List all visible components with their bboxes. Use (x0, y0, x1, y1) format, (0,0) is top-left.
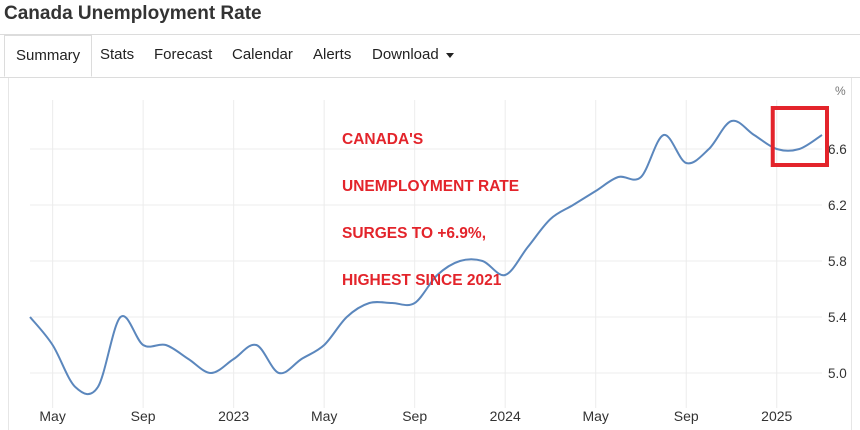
tab-alerts[interactable]: Alerts (313, 46, 352, 63)
highlight-box (770, 106, 829, 167)
x-tick-label: May (582, 408, 608, 424)
data-point (346, 316, 348, 318)
data-point (323, 344, 325, 346)
tab-forecast[interactable]: Forecast (154, 46, 213, 63)
annotation-line-4: HIGHEST SINCE 2021 (342, 271, 502, 289)
chart-frame (8, 78, 852, 430)
data-point (142, 344, 144, 346)
tab-download-label: Download (372, 46, 439, 63)
x-tick-label: Sep (674, 408, 699, 424)
x-tick-label: May (39, 408, 65, 424)
y-tick-label: 6.2 (828, 198, 847, 213)
tab-download[interactable]: Download (372, 35, 454, 77)
data-point (300, 358, 302, 360)
x-tick-label: 2025 (761, 408, 792, 424)
data-point (165, 344, 167, 346)
tab-summary[interactable]: Summary (4, 35, 93, 77)
annotation-line-3: SURGES TO +6.9%, (342, 224, 487, 242)
tab-bar: Summary Stats Forecast Calendar Alerts D… (0, 35, 860, 78)
x-tick-label: Sep (131, 408, 156, 424)
x-tick-label: May (311, 408, 337, 424)
annotation-line-1: CANADA'S (342, 130, 424, 148)
y-tick-label: 5.0 (828, 366, 847, 381)
tab-stats[interactable]: Stats (100, 46, 135, 63)
data-point (278, 372, 280, 374)
y-axis-unit-label: % (835, 84, 846, 98)
data-point (97, 386, 99, 388)
data-point (617, 176, 619, 178)
data-point (232, 358, 234, 360)
data-point (29, 316, 31, 318)
data-point (572, 204, 574, 206)
data-point (119, 316, 121, 318)
y-tick-label: 5.8 (828, 254, 847, 269)
data-point (640, 176, 642, 178)
data-point (798, 148, 800, 150)
data-point (210, 372, 212, 374)
data-point (730, 120, 732, 122)
y-tick-label: 5.4 (828, 310, 847, 325)
x-tick-label: Sep (402, 408, 427, 424)
data-point (255, 344, 257, 346)
data-point (74, 386, 76, 388)
data-point (685, 162, 687, 164)
title-bar: Canada Unemployment Rate (0, 0, 860, 35)
data-point (51, 344, 53, 346)
data-point (662, 134, 664, 136)
y-tick-label: 6.6 (828, 142, 847, 157)
series-line (29, 119, 823, 396)
chart-annotation: CANADA'S UNEMPLOYMENT RATE SURGES TO +6.… (342, 104, 562, 316)
data-point (821, 134, 823, 136)
data-point (595, 190, 597, 192)
chevron-down-icon (445, 52, 454, 58)
x-tick-label: 2024 (490, 408, 521, 424)
tab-calendar[interactable]: Calendar (232, 46, 293, 63)
page-title: Canada Unemployment Rate (4, 3, 262, 24)
x-tick-label: 2023 (218, 408, 249, 424)
data-point (187, 358, 189, 360)
annotation-line-2: UNEMPLOYMENT RATE (342, 177, 520, 195)
data-point (708, 148, 710, 150)
data-point (776, 148, 778, 150)
data-point (753, 134, 755, 136)
